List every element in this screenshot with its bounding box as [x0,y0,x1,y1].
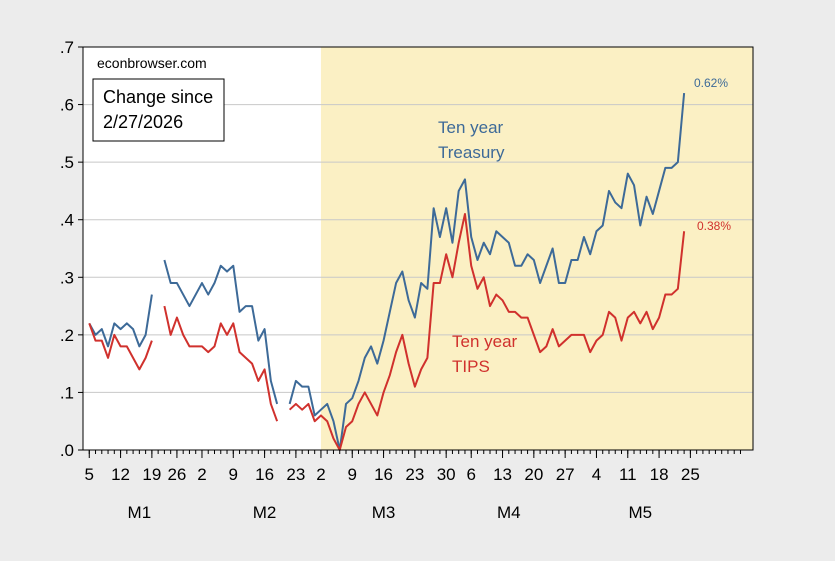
x-tick-label: 9 [348,465,357,484]
series-tips [88,212,686,451]
y-tick-label: .3 [60,268,74,287]
x-tick-label: 9 [229,465,238,484]
treasury-label-line-2: Treasury [438,143,505,162]
y-tick-label: .0 [60,441,74,460]
plot-frame [82,46,754,451]
x-tick-label: 25 [681,465,700,484]
treasury-label-line-1: Ten year [438,118,504,137]
legend-box-line-1: Change since [103,87,213,107]
x-tick-label: 23 [286,465,305,484]
y-tick-label: .7 [60,38,74,57]
month-label: M4 [497,503,521,522]
y-axis: .0 .1 .2 .3 .4 .5 .6 .7 [60,38,83,460]
tips-label-line-2: TIPS [452,357,490,376]
y-tick-label: .5 [60,153,74,172]
tips-label-line-1: Ten year [452,332,518,351]
month-labels: M1 M2 M3 M4 M5 [128,503,653,522]
x-tick-label: 4 [592,465,601,484]
series-line [88,212,686,451]
month-label: M3 [372,503,396,522]
series-line [88,92,686,451]
x-tick-label: 27 [556,465,575,484]
x-tick-label: 16 [374,465,393,484]
series-treasury [88,92,686,451]
y-tick-label: .4 [60,211,74,230]
x-tick-label: 18 [650,465,669,484]
y-tick-label: .2 [60,326,74,345]
x-tick-label: 13 [493,465,512,484]
x-tick-label: 12 [111,465,130,484]
x-axis: 5 12 19 26 2 9 16 23 2 9 16 23 30 6 13 20 27 4 11 18 25 [85,450,741,484]
y-tick-label: .6 [60,96,74,115]
legend-box: Change since 2/27/2026 [92,78,225,142]
month-label: M2 [253,503,277,522]
x-tick-label: 26 [167,465,186,484]
x-tick-label: 5 [85,465,94,484]
x-tick-label: 11 [619,465,637,484]
shaded-region [320,47,753,450]
x-tick-label: 2 [197,465,206,484]
x-tick-label: 16 [255,465,274,484]
legend-box-frame [92,78,225,142]
month-label: M5 [628,503,652,522]
x-tick-label: 2 [316,465,325,484]
legend-box-line-2: 2/27/2026 [103,112,183,132]
month-label: M1 [128,503,152,522]
source-label: econbrowser.com [97,55,207,71]
tips-end-label: 0.38% [697,219,731,233]
x-tick-label: 6 [466,465,475,484]
series-layer [88,92,686,451]
y-tick-label: .1 [60,383,74,402]
x-tick-label: 23 [405,465,424,484]
x-tick-label: 19 [142,465,161,484]
x-tick-label: 20 [524,465,543,484]
treasury-end-label: 0.62% [694,76,728,90]
x-tick-label: 30 [437,465,456,484]
